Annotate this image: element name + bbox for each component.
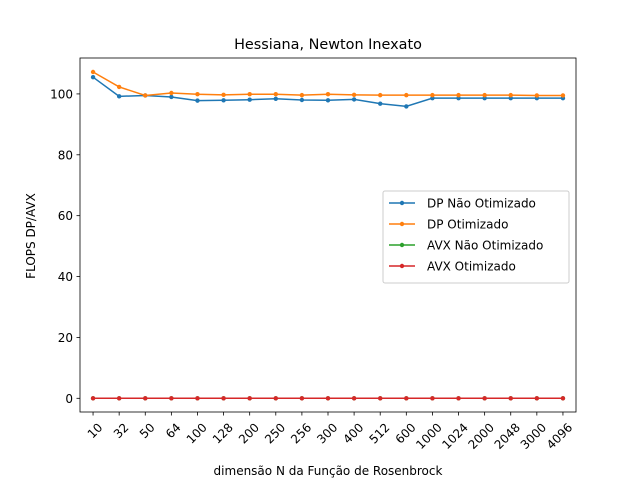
legend-marker-1	[399, 221, 405, 227]
x-tick-label: 64	[163, 420, 184, 441]
data-point	[325, 98, 331, 103]
x-tick-label: 250	[262, 420, 288, 446]
data-point	[508, 92, 513, 98]
data-point	[508, 396, 513, 401]
x-tick-label: 128	[210, 420, 236, 446]
y-tick-label: 60	[58, 209, 73, 223]
data-point	[404, 92, 409, 98]
data-point	[221, 396, 226, 401]
data-point	[195, 396, 200, 401]
y-axis: 0 20 40 60 80 100	[50, 87, 80, 406]
legend-marker-0	[399, 200, 405, 206]
legend-marker-3	[399, 263, 405, 269]
data-point	[325, 92, 331, 97]
series-line-1	[92, 71, 563, 97]
data-point	[247, 396, 252, 401]
legend-label-3: AVX Otimizado	[427, 260, 516, 274]
data-point	[325, 396, 331, 401]
data-point	[299, 92, 305, 98]
data-point	[508, 95, 513, 101]
x-tick-label: 32	[111, 420, 132, 441]
x-tick-label: 50	[137, 420, 158, 441]
data-point	[90, 396, 96, 401]
data-point	[299, 396, 305, 401]
data-point	[247, 92, 252, 97]
x-tick-label: 200	[236, 420, 262, 446]
data-point	[116, 396, 122, 401]
data-point	[90, 69, 96, 75]
y-tick-label: 20	[58, 331, 73, 345]
y-tick-label: 0	[65, 392, 73, 406]
data-point	[143, 93, 148, 98]
data-point	[430, 396, 435, 401]
x-tick-label: 256	[288, 420, 314, 446]
y-tick-label: 80	[58, 148, 73, 162]
x-tick-label: 300	[314, 420, 340, 446]
data-point	[456, 396, 461, 401]
data-point	[560, 93, 566, 98]
data-point	[456, 95, 461, 101]
x-axis-label: dimensão N da Função de Rosenbrock	[214, 464, 443, 478]
x-tick-label: 4096	[544, 420, 575, 451]
data-point	[351, 92, 357, 98]
x-tick-label: 400	[340, 420, 366, 446]
data-point	[116, 94, 122, 99]
legend-label-2: AVX Não Otimizado	[427, 239, 543, 253]
x-tick-label: 512	[366, 420, 392, 446]
data-point	[378, 101, 383, 106]
data-point	[482, 92, 487, 98]
data-point	[116, 84, 122, 90]
data-point	[221, 98, 226, 103]
data-point	[456, 92, 461, 98]
plot-area	[79, 57, 577, 413]
data-point	[351, 396, 357, 401]
data-point	[404, 396, 409, 401]
data-point	[560, 396, 566, 401]
legend-marker-2	[399, 242, 405, 248]
data-point	[169, 94, 174, 100]
data-point	[430, 92, 435, 98]
data-point	[404, 104, 409, 109]
data-point	[482, 95, 487, 101]
data-point	[534, 396, 540, 401]
data-point	[299, 97, 305, 103]
x-tick-label: 10	[85, 420, 106, 441]
x-axis: 10 32 50 64 100 128 200 250 256 300 400 512 60010001…	[85, 412, 575, 452]
data-point	[169, 396, 174, 401]
data-point	[534, 93, 540, 98]
legend-label-1: DP Otimizado	[427, 218, 508, 232]
legend-box	[382, 190, 570, 284]
y-axis-label: FLOPS DP/AVX	[24, 193, 38, 279]
x-tick-label: 100	[184, 420, 210, 446]
legend: DP Não Otimizado DP Otimizado AVX Não Otim…	[382, 190, 570, 284]
data-point	[143, 396, 148, 401]
y-tick-label: 100	[50, 87, 73, 101]
data-point	[273, 96, 278, 101]
x-tick-label: 2048	[492, 420, 523, 451]
data-point	[247, 97, 252, 102]
data-point	[273, 396, 278, 401]
data-point	[482, 396, 487, 401]
data-point	[378, 92, 383, 98]
data-point	[169, 90, 174, 96]
chart-title: Hessiana, Newton Inexato	[234, 37, 422, 53]
y-tick-label: 40	[58, 270, 73, 284]
data-point	[378, 396, 383, 401]
data-point	[273, 92, 278, 97]
x-tick-label: 3000	[518, 420, 549, 451]
legend-label-0: DP Não Otimizado	[427, 197, 536, 211]
x-tick-label: 1000	[413, 420, 444, 451]
x-tick-label: 1024	[439, 420, 470, 451]
data-point	[351, 97, 357, 102]
data-point	[195, 92, 200, 97]
data-point	[90, 74, 96, 80]
data-point	[430, 95, 435, 101]
x-tick-label: 2000	[465, 420, 496, 451]
data-point	[221, 92, 226, 98]
data-point	[195, 98, 200, 103]
